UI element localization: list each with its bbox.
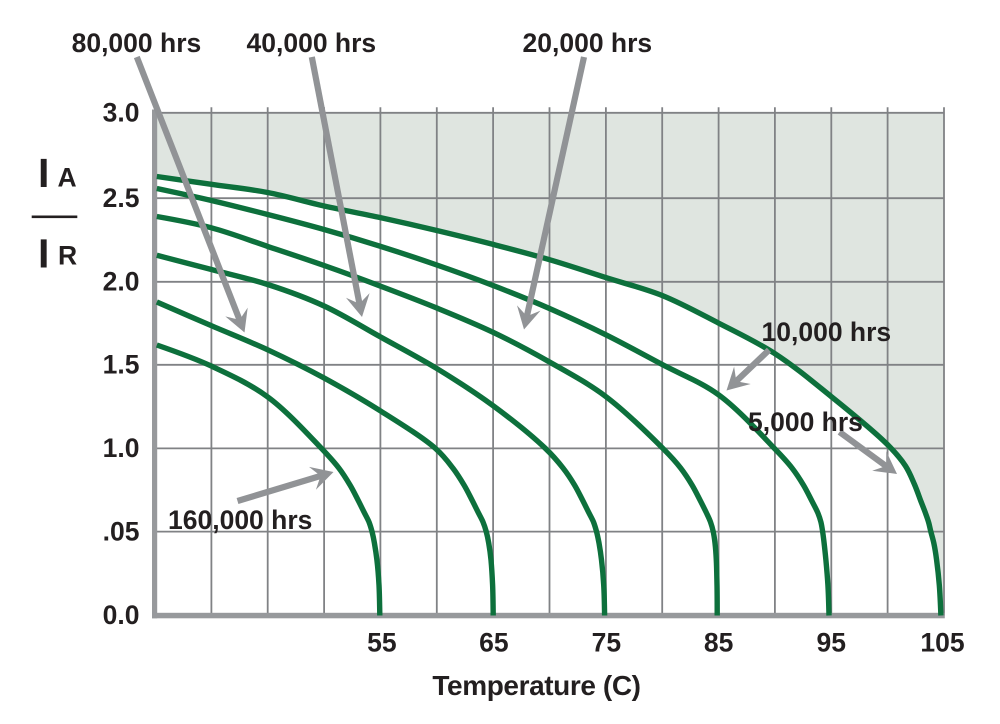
svg-text:Temperature (C): Temperature (C) xyxy=(432,670,640,701)
svg-text:80,000 hrs: 80,000 hrs xyxy=(72,28,202,58)
svg-text:85: 85 xyxy=(704,627,733,657)
svg-text:105: 105 xyxy=(920,627,964,657)
svg-text:2.5: 2.5 xyxy=(103,183,140,213)
svg-text:20,000 hrs: 20,000 hrs xyxy=(523,28,653,58)
svg-text:R: R xyxy=(58,241,77,271)
svg-text:I: I xyxy=(38,150,49,196)
svg-text:55: 55 xyxy=(367,627,396,657)
svg-text:0.0: 0.0 xyxy=(103,600,140,630)
svg-text:.05: .05 xyxy=(103,517,140,547)
svg-text:5,000 hrs: 5,000 hrs xyxy=(748,407,863,437)
svg-text:1.5: 1.5 xyxy=(103,350,140,380)
svg-text:2.0: 2.0 xyxy=(103,267,140,297)
svg-text:95: 95 xyxy=(817,627,846,657)
svg-text:75: 75 xyxy=(592,627,621,657)
svg-text:160,000 hrs: 160,000 hrs xyxy=(168,505,312,535)
svg-text:40,000 hrs: 40,000 hrs xyxy=(247,28,377,58)
svg-text:A: A xyxy=(58,163,77,193)
svg-text:10,000 hrs: 10,000 hrs xyxy=(762,317,892,347)
svg-text:65: 65 xyxy=(479,627,508,657)
svg-text:1.0: 1.0 xyxy=(103,433,140,463)
svg-text:I: I xyxy=(38,231,49,277)
svg-text:3.0: 3.0 xyxy=(103,97,140,127)
